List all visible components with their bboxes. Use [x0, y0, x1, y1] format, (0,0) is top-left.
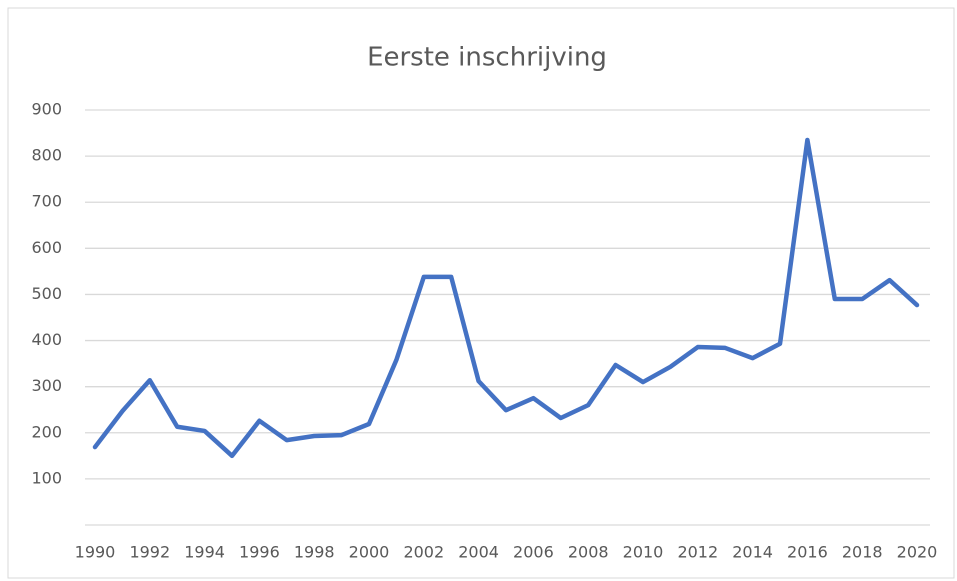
chart-frame: [7, 7, 955, 579]
x-tick-label: 1992: [129, 543, 170, 562]
y-tick-label: 700: [31, 192, 62, 211]
y-tick-label: 200: [31, 422, 62, 441]
y-tick-label: 600: [31, 238, 62, 257]
x-tick-label: 2010: [623, 543, 664, 562]
x-tick-label: 2002: [403, 543, 444, 562]
chart-title: Eerste inschrijving: [367, 43, 607, 73]
x-tick-label: 1990: [75, 543, 116, 562]
x-tick-label: 1994: [184, 543, 225, 562]
x-tick-label: 2008: [568, 543, 609, 562]
data-line: [92, 137, 920, 459]
x-tick-label: 2012: [677, 543, 718, 562]
x-tick-label: 2004: [458, 543, 499, 562]
y-tick-label: 300: [31, 376, 62, 395]
y-tick-label: 800: [31, 146, 62, 165]
x-tick-label: 1996: [239, 543, 280, 562]
x-tick-label: 1998: [294, 543, 335, 562]
y-tick-label: 100: [31, 468, 62, 487]
x-tick-label: 2016: [787, 543, 828, 562]
x-tick-label: 2006: [513, 543, 554, 562]
y-tick-label: 500: [31, 284, 62, 303]
y-tick-label: 400: [31, 330, 62, 349]
x-tick-label: 2020: [897, 543, 938, 562]
x-tick-label: 2014: [732, 543, 773, 562]
x-tick-label: 2018: [842, 543, 883, 562]
y-tick-label: 900: [31, 100, 62, 119]
x-tick-label: 2000: [349, 543, 390, 562]
